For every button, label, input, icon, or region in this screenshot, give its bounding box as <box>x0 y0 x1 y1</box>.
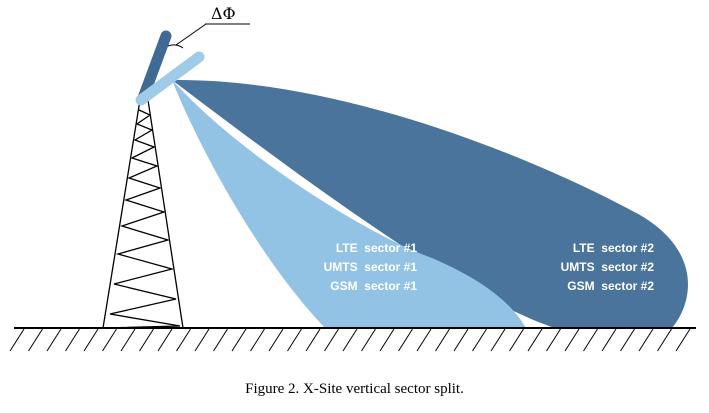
hatch-line <box>268 328 284 352</box>
hatch-line <box>416 328 432 352</box>
hatch-line <box>342 328 358 352</box>
hatch-line <box>305 328 321 352</box>
angle-leader-line <box>175 23 207 46</box>
hatch-line <box>657 328 672 352</box>
sector2-label-gsm: GSM sector #2 <box>567 279 654 293</box>
tilt-angle-arc <box>167 44 184 49</box>
sector1-label-lte: LTE sector #1 <box>336 241 417 255</box>
hatch-line <box>601 328 617 352</box>
hatch-line <box>194 328 210 352</box>
hatch-line <box>509 328 524 352</box>
lower-antenna <box>135 51 205 106</box>
hatch-line <box>120 328 136 352</box>
hatch-line <box>379 328 395 352</box>
hatch-line <box>324 328 339 352</box>
hatch-line <box>361 328 376 352</box>
sector1-beam <box>172 80 526 328</box>
hatch-line <box>675 328 691 352</box>
hatch-line <box>46 328 62 352</box>
hatch-line <box>287 328 302 352</box>
hatch-line <box>453 328 469 352</box>
hatch-line <box>564 328 580 352</box>
upper-antenna <box>137 30 172 104</box>
angle-label: ΔΦ <box>211 4 236 23</box>
hatch-line <box>398 328 413 352</box>
hatch-line <box>213 328 228 352</box>
hatch-line <box>65 328 80 352</box>
sector2-label-lte: LTE sector #2 <box>573 241 654 255</box>
sector2-label-umts: UMTS sector #2 <box>561 260 655 274</box>
sector2-beam <box>172 79 688 328</box>
hatch-line <box>583 328 598 352</box>
hatch-line <box>83 328 99 352</box>
hatch-line <box>490 328 506 352</box>
hatch-line <box>527 328 543 352</box>
sector1-label-umts: UMTS sector #1 <box>324 260 418 274</box>
hatch-line <box>28 328 43 352</box>
hatch-line <box>620 328 635 352</box>
hatch-line <box>176 328 191 352</box>
hatch-line <box>102 328 117 352</box>
hatch-line <box>139 328 154 352</box>
hatch-line <box>231 328 247 352</box>
hatch-line <box>435 328 450 352</box>
hatch-line <box>250 328 265 352</box>
hatch-line <box>157 328 173 352</box>
hatch-line <box>638 328 654 352</box>
ground-hatching <box>9 328 691 352</box>
figure-caption: Figure 2. X-Site vertical sector split. <box>245 381 464 397</box>
hatch-line <box>472 328 487 352</box>
sector1-label-gsm: GSM sector #1 <box>330 279 417 293</box>
hatch-line <box>546 328 561 352</box>
hatch-line <box>9 328 25 352</box>
lattice-tower <box>102 99 184 329</box>
